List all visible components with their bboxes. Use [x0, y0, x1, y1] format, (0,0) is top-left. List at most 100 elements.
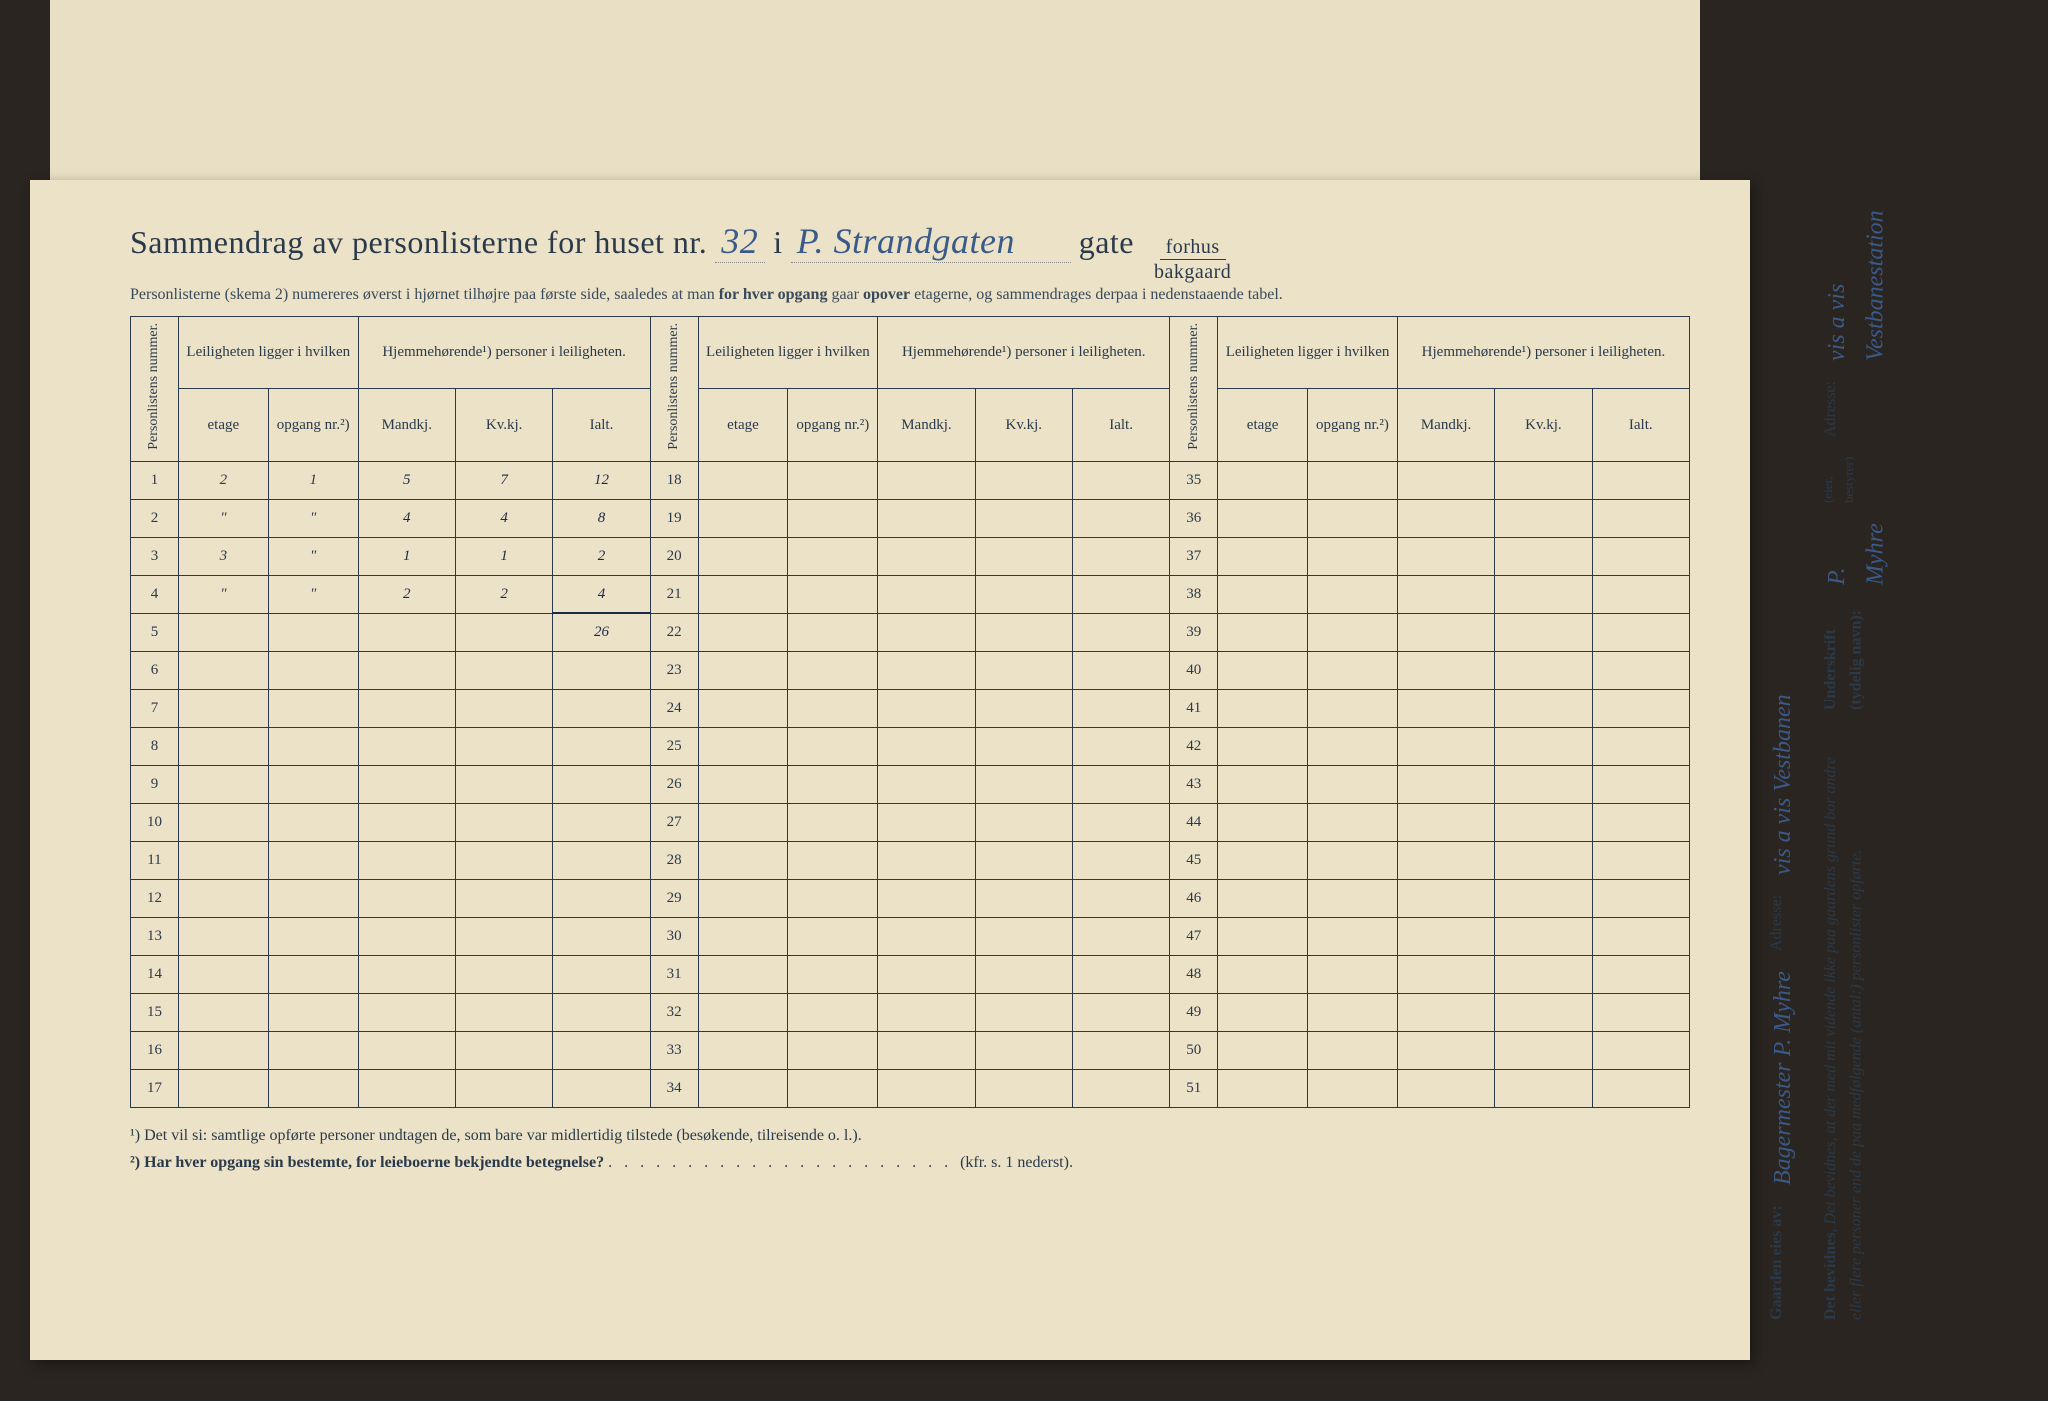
- table-row: 173451: [131, 1069, 1690, 1107]
- cell: [358, 651, 455, 689]
- cell: [975, 575, 1072, 613]
- document-page: Sammendrag av personlisterne for huset n…: [30, 180, 1750, 1360]
- row-number: 14: [131, 955, 179, 993]
- cell: [1308, 1031, 1398, 1069]
- row-number: 30: [650, 917, 698, 955]
- th-leiligheten: Leiligheten ligger i hvilken: [698, 317, 878, 389]
- cell: 3: [178, 537, 268, 575]
- table-row: 122946: [131, 879, 1690, 917]
- cell: [1592, 1031, 1689, 1069]
- cell: [553, 689, 650, 727]
- cell: [788, 841, 878, 879]
- cell: [1308, 461, 1398, 499]
- cell: [975, 727, 1072, 765]
- cell: [455, 803, 552, 841]
- cell: 12: [553, 461, 650, 499]
- cell: [1397, 803, 1494, 841]
- cell: [553, 765, 650, 803]
- title-mid: i: [773, 224, 782, 261]
- house-number: 32: [715, 220, 765, 263]
- table-row: 5262239: [131, 613, 1690, 651]
- cell: [1495, 993, 1592, 1031]
- cell: [455, 841, 552, 879]
- cell: [358, 879, 455, 917]
- cell: [1495, 727, 1592, 765]
- cell: [455, 917, 552, 955]
- cell: [698, 955, 788, 993]
- summary-table: Personlistens nummer. Leiligheten ligger…: [130, 316, 1690, 1108]
- cell: [1592, 917, 1689, 955]
- cell: [698, 765, 788, 803]
- cell: [788, 689, 878, 727]
- cell: [1308, 499, 1398, 537]
- forhus-bakgaard: forhus bakgaard: [1148, 237, 1237, 282]
- cell: ": [268, 499, 358, 537]
- cell: [1397, 537, 1494, 575]
- subtitle: Personlisterne (skema 2) numereres øvers…: [130, 286, 1690, 304]
- table-row: 92643: [131, 765, 1690, 803]
- table-row: 72441: [131, 689, 1690, 727]
- cell: [268, 765, 358, 803]
- cell: [1218, 1069, 1308, 1107]
- cell: [698, 727, 788, 765]
- row-number: 17: [131, 1069, 179, 1107]
- cell: [975, 651, 1072, 689]
- cell: [1218, 651, 1308, 689]
- cell: [1072, 727, 1169, 765]
- cell: [1397, 879, 1494, 917]
- cell: [878, 613, 975, 651]
- th-mandkj: Mandkj.: [1397, 389, 1494, 461]
- cell: [788, 879, 878, 917]
- cell: [1218, 689, 1308, 727]
- cell: [788, 765, 878, 803]
- cell: 26: [553, 613, 650, 651]
- table-row: 143148: [131, 955, 1690, 993]
- cell: [1495, 537, 1592, 575]
- page-edge-top: [50, 0, 1700, 200]
- cell: 1: [268, 461, 358, 499]
- cell: [1397, 841, 1494, 879]
- cell: 2: [455, 575, 552, 613]
- cell: [698, 841, 788, 879]
- street-name: P. Strandgaten: [791, 220, 1071, 263]
- row-number: 3: [131, 537, 179, 575]
- cell: [878, 803, 975, 841]
- cell: [878, 955, 975, 993]
- cell: [1308, 651, 1398, 689]
- table-row: 82542: [131, 727, 1690, 765]
- cell: [1397, 499, 1494, 537]
- cell: [1218, 917, 1308, 955]
- cell: [268, 1031, 358, 1069]
- row-number: 28: [650, 841, 698, 879]
- cell: [1218, 727, 1308, 765]
- cell: ": [268, 575, 358, 613]
- cell: [1397, 613, 1494, 651]
- row-number: 44: [1170, 803, 1218, 841]
- cell: [178, 879, 268, 917]
- row-number: 37: [1170, 537, 1218, 575]
- th-kvkj: Kv.kj.: [975, 389, 1072, 461]
- row-number: 12: [131, 879, 179, 917]
- cell: 2: [358, 575, 455, 613]
- cell: [1592, 841, 1689, 879]
- row-number: 5: [131, 613, 179, 651]
- cell: [553, 727, 650, 765]
- row-number: 19: [650, 499, 698, 537]
- cell: [975, 537, 1072, 575]
- cell: [698, 575, 788, 613]
- cell: [1495, 955, 1592, 993]
- cell: [975, 499, 1072, 537]
- row-number: 15: [131, 993, 179, 1031]
- cell: [788, 727, 878, 765]
- table-row: 133047: [131, 917, 1690, 955]
- cell: [975, 1069, 1072, 1107]
- row-number: 32: [650, 993, 698, 1031]
- cell: [975, 461, 1072, 499]
- row-number: 36: [1170, 499, 1218, 537]
- cell: [1592, 955, 1689, 993]
- cell: 4: [455, 499, 552, 537]
- cell: [1308, 917, 1398, 955]
- cell: [698, 1069, 788, 1107]
- cell: [1308, 613, 1398, 651]
- cell: [1397, 1031, 1494, 1069]
